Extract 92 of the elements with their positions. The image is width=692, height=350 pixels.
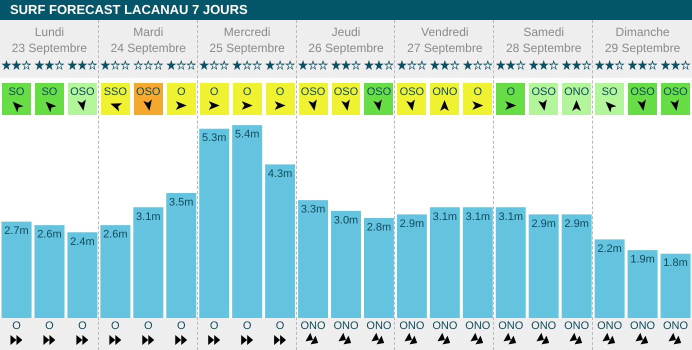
data-label: 2.4m [70,236,95,248]
bar [133,207,164,318]
bar [298,200,328,318]
bar [496,207,526,318]
text: ONO [431,320,458,332]
data-label: 3.0m [334,214,358,226]
text: ONO [332,320,360,332]
text: O [11,320,22,332]
data-label: 3.1m [466,210,490,223]
text: OSO [300,85,326,99]
data-label: 3.1m [498,210,523,223]
x-tick-label: Samedi 28 Septembre [505,24,582,57]
x-tick-label: Mercredi 25 Septembre [208,24,286,57]
text: O [77,320,88,332]
bar [462,207,493,318]
text: SO [600,85,619,99]
data-label: 1.8m [663,257,688,270]
text: ONO [563,320,590,332]
text: O [176,85,186,99]
bar [430,207,460,318]
text: O [505,85,516,99]
x-tick-label: Lundi 23 Septembre [10,24,88,57]
text: ONO [497,320,524,332]
bar [594,239,625,318]
data-label: 2.9m [564,218,589,230]
x-tick-label: Dimanche 29 Septembre [604,24,682,57]
data-label: 2.9m [531,218,556,230]
x-tick-label: Mardi 24 Septembre [110,24,187,57]
bar [34,225,64,318]
bar [628,250,658,318]
text: O [274,85,286,99]
text: O [208,320,220,332]
text: SO [8,85,26,99]
text: SO [40,85,58,99]
text: OSO [69,85,96,99]
data-label: 2.8m [366,222,392,234]
data-label: 4.3m [268,168,292,180]
data-label: 2.7m [4,225,29,238]
text: ONO [365,320,392,332]
data-label: 2.6m [37,228,62,241]
text: O [242,320,252,332]
text: OSO [332,85,360,99]
data-label: 5.4m [234,128,260,141]
text: OSO [530,85,557,99]
text: OSO [662,85,689,99]
text: O [472,85,484,99]
text: O [110,320,121,332]
text: OSO [366,85,392,99]
data-label: 3.3m [300,204,326,216]
bar [166,192,196,318]
bar [364,218,394,318]
data-label: 3.5m [169,196,194,209]
text: ONO [431,85,458,99]
bar [2,222,32,318]
bar [199,128,230,318]
text: OSO [135,85,162,99]
text: O [44,320,55,332]
data-label: 2.6m [103,228,128,241]
x-tick-label: Vendredi 27 Septembre [406,24,484,57]
bar [67,232,98,318]
bar [232,125,262,318]
bar [562,214,592,318]
text: ONO [300,320,327,332]
data-label: 5.3m [202,132,226,144]
data-label: 2.2m [597,242,622,255]
text: ONO [398,320,426,332]
bar [100,225,130,318]
text: OSO [398,85,426,99]
text: ONO [629,320,656,332]
data-label: 2.9m [400,218,424,230]
bar [660,254,690,318]
bar [331,210,361,318]
data-label: 3.1m [432,210,458,223]
text: ONO [563,85,590,99]
bar [396,214,427,318]
text: SSO [102,85,128,99]
text: O [242,85,252,99]
text: O [142,320,154,332]
text: O [208,85,220,99]
text: ONO [530,320,558,332]
text: O [176,320,186,332]
x-tick-label: Jeudi 26 Septembre [307,24,385,57]
data-label: 3.1m [136,210,161,223]
text: ONO [596,320,624,332]
text: ONO [662,320,690,332]
bar [528,214,559,318]
text: O [274,320,286,332]
bar [265,164,296,318]
text: OSO [629,85,656,99]
text: ONO [464,320,492,332]
chart-title: SURF FORECAST LACANAU 7 JOURS [0,0,692,20]
data-label: 1.9m [630,254,655,266]
